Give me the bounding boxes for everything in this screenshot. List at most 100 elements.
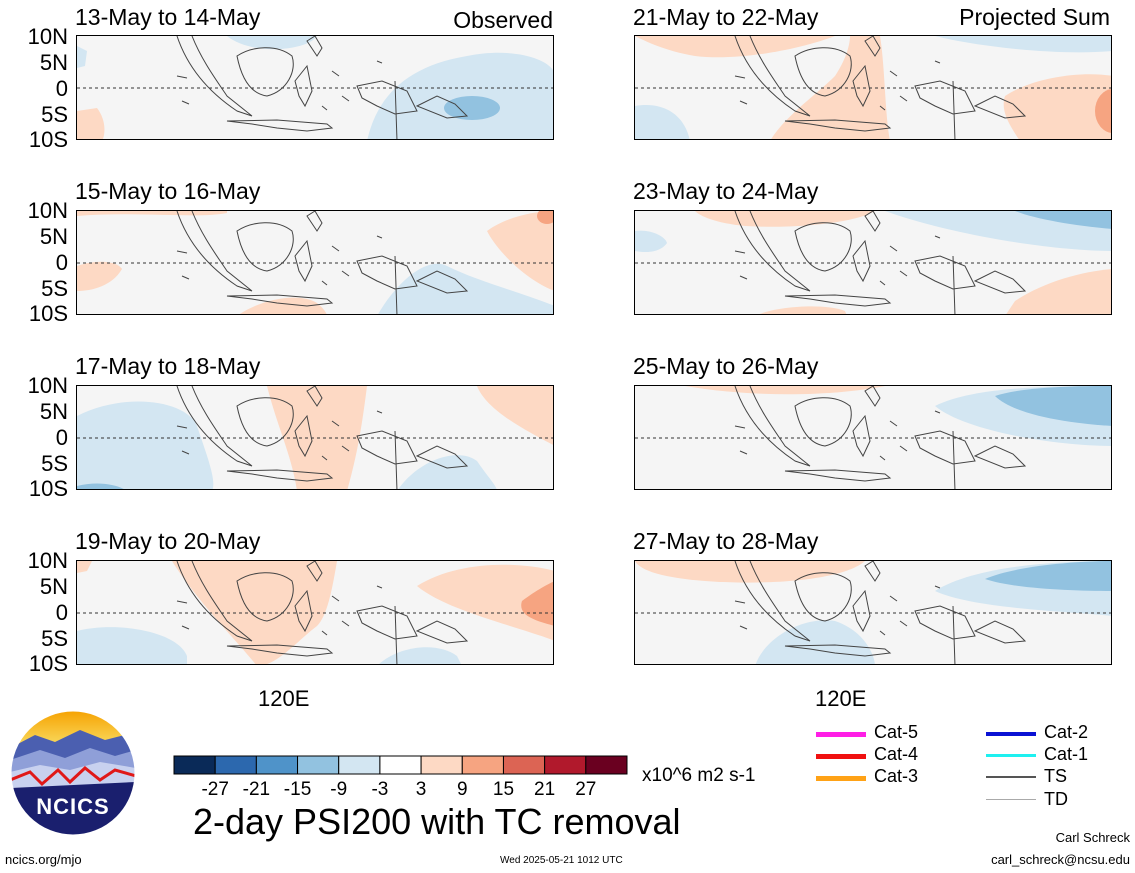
colorbar-tick-label: -15 — [283, 779, 312, 800]
coastline — [176, 410, 383, 455]
colorbar-tick-label: 27 — [575, 779, 597, 800]
legend-label-cat3: Cat-3 — [874, 766, 919, 786]
map-coastlines — [77, 561, 553, 664]
coastline — [236, 397, 294, 447]
legend-line-cat3 — [816, 776, 866, 781]
lat-label: 10S — [28, 127, 68, 152]
coastline — [734, 410, 941, 455]
coastline — [356, 605, 418, 640]
map-coastlines — [77, 211, 553, 314]
colorbar-box — [338, 755, 381, 775]
lat-label: 5S — [41, 451, 68, 476]
coastline — [356, 255, 418, 290]
coastline — [852, 589, 871, 633]
coastline — [864, 36, 881, 57]
panel-title-left-3: 17-May to 18-May — [75, 353, 261, 379]
lat-label: 5N — [39, 224, 68, 249]
panel-title-right-4: 27-May to 28-May — [633, 528, 819, 554]
panel-shading — [77, 561, 553, 664]
colorbar-tick-label: 15 — [492, 779, 515, 800]
map-coastlines — [635, 211, 1111, 314]
map-panel-right-3 — [634, 385, 1112, 490]
projected-sum-label: Projected Sum — [959, 4, 1110, 30]
coastline — [952, 430, 956, 489]
colorbar-tick-label: 9 — [456, 779, 468, 800]
legend-line-cat2 — [986, 732, 1036, 736]
coastline — [879, 420, 908, 461]
author-name: Carl Schreck — [1055, 830, 1130, 845]
coastline — [879, 245, 908, 286]
lat-label: 10S — [28, 476, 68, 501]
colorbar-tick-label: -21 — [242, 779, 271, 800]
coastline — [176, 585, 383, 630]
coastline — [415, 445, 469, 469]
map-panel-right-2 — [634, 210, 1112, 315]
map-panel-left-2 — [76, 210, 554, 315]
colorbar-box — [502, 755, 546, 775]
colorbar-box — [297, 755, 340, 775]
colorbar-box — [461, 755, 504, 775]
lat-label: 10N — [27, 198, 68, 223]
colorbar-box — [379, 755, 422, 775]
coastline — [952, 605, 956, 664]
coastline — [294, 64, 313, 108]
author-email[interactable]: carl_schreck@ncsu.edu — [991, 852, 1130, 867]
map-panel-left-1 — [76, 35, 554, 140]
coastline — [794, 397, 852, 447]
lat-label: 5N — [39, 399, 68, 424]
coastline — [294, 414, 313, 458]
panel-title-right-3: 25-May to 26-May — [633, 353, 819, 379]
tc-legend: Cat-5 Cat-4 Cat-3 Cat-2 Cat-1 TS TD — [812, 722, 1132, 812]
colorbar-box — [544, 755, 587, 775]
coastline — [321, 245, 350, 286]
panel-shading — [77, 386, 553, 489]
coastline — [176, 561, 253, 642]
coastline — [176, 386, 253, 467]
map-coastlines — [77, 386, 553, 489]
lat-label: 5N — [39, 574, 68, 599]
coastline — [321, 595, 350, 636]
coastline — [226, 644, 334, 657]
ncics-logo: NCICS — [10, 710, 136, 836]
coastline — [879, 595, 908, 636]
colorbar-tick-label: 3 — [415, 779, 427, 800]
legend-line-ts — [986, 776, 1036, 778]
coastline — [415, 620, 469, 644]
coastline — [734, 60, 941, 105]
coastline — [306, 386, 323, 407]
site-link[interactable]: ncics.org/mjo — [5, 852, 82, 867]
colorbar-units: x10^6 m2 s-1 — [642, 765, 756, 786]
coastline — [394, 255, 398, 314]
colorbar-tick-label: -9 — [330, 779, 348, 800]
coastline — [784, 644, 892, 657]
legend-line-cat4 — [816, 754, 866, 759]
coastline — [321, 70, 350, 111]
coastline — [852, 64, 871, 108]
coastline — [864, 211, 881, 232]
coastline — [176, 36, 253, 117]
coastline — [952, 80, 956, 139]
coastline — [294, 239, 313, 283]
coastline — [176, 211, 253, 292]
legend-label-ts: TS — [1044, 766, 1068, 786]
map-panel-left-4 — [76, 560, 554, 665]
coastline — [176, 60, 383, 105]
coastline — [734, 585, 941, 630]
legend-label-cat2: Cat-2 — [1044, 722, 1089, 742]
legend-line-td — [986, 799, 1036, 800]
coastline — [734, 211, 811, 292]
colorbar-box — [173, 755, 216, 775]
lon-label-left: 120E — [258, 686, 310, 711]
panel-shading — [685, 386, 1111, 446]
colorbar-box — [255, 755, 299, 775]
legend-line-cat5 — [816, 732, 866, 737]
coastline — [236, 572, 294, 622]
coastline — [306, 211, 323, 232]
coastline — [394, 80, 398, 139]
coastline — [794, 222, 852, 272]
legend-label-td: TD — [1044, 789, 1068, 809]
coastline — [973, 95, 1027, 119]
colorbar-box — [214, 755, 257, 775]
ncics-logo-text: NCICS — [36, 794, 110, 819]
lat-label: 10N — [27, 373, 68, 398]
